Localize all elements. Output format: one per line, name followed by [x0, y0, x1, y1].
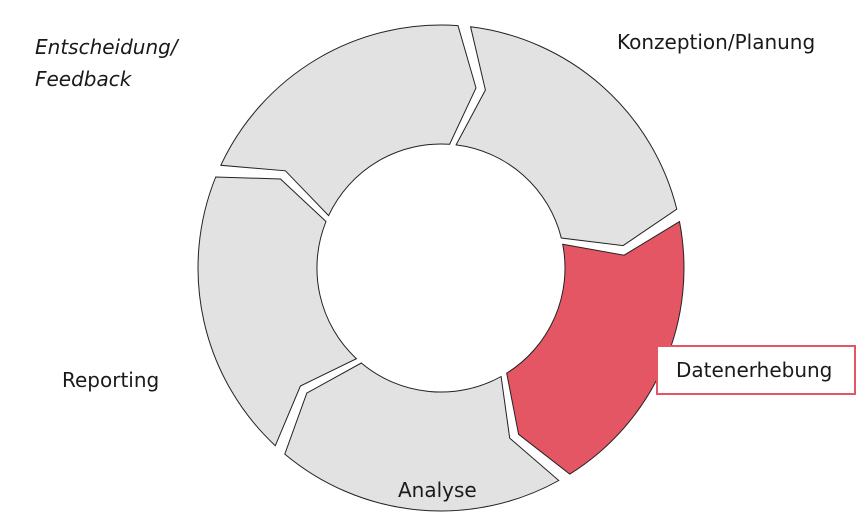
node-label: Datenerhebung [676, 358, 832, 382]
cycle-segment [284, 362, 560, 512]
cycle-segment [197, 176, 358, 447]
node-label: Analyse [398, 478, 477, 502]
node-label: Reporting [62, 368, 159, 392]
cycle-segment [220, 24, 477, 217]
highlight-box [656, 345, 856, 395]
cycle-segment [506, 220, 685, 475]
segments [197, 24, 685, 512]
node-label: Entscheidung/ [35, 35, 180, 59]
cycle-segment [455, 26, 678, 247]
node-label: Feedback [35, 67, 133, 91]
node-label: Konzeption/Planung [617, 30, 815, 54]
